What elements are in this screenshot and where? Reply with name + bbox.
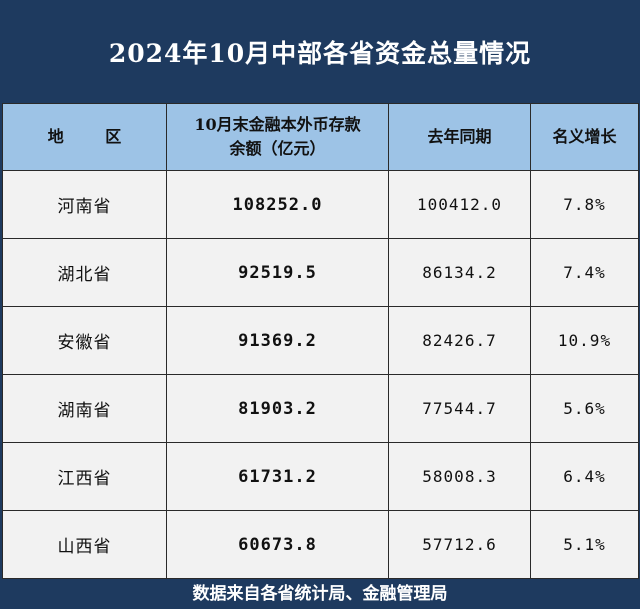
table-row: 山西省 60673.8 57712.6 5.1% bbox=[2, 510, 639, 579]
table-row: 江西省 61731.2 58008.3 6.4% bbox=[2, 442, 639, 511]
source-footer: 数据来自各省统计局、金融管理局 bbox=[192, 583, 448, 604]
cell-balance: 81903.2 bbox=[166, 374, 389, 443]
cell-region: 江西省 bbox=[2, 442, 167, 511]
table-header-row: 地 区 10月末金融本外币存款 余额（亿元） 去年同期 名义增长 bbox=[2, 103, 639, 171]
cell-balance: 60673.8 bbox=[166, 510, 389, 579]
cell-last-year: 58008.3 bbox=[388, 442, 531, 511]
cell-growth: 10.9% bbox=[530, 306, 639, 375]
table-row: 湖北省 92519.5 86134.2 7.4% bbox=[2, 238, 639, 307]
cell-region: 安徽省 bbox=[2, 306, 167, 375]
cell-balance: 91369.2 bbox=[166, 306, 389, 375]
cell-last-year: 82426.7 bbox=[388, 306, 531, 375]
header-balance-line1: 10月末金融本外币存款 bbox=[194, 115, 361, 134]
cell-balance: 61731.2 bbox=[166, 442, 389, 511]
deposit-table: 地 区 10月末金融本外币存款 余额（亿元） 去年同期 名义增长 河南省 108… bbox=[2, 103, 639, 579]
header-last-year: 去年同期 bbox=[388, 103, 531, 171]
table-row: 湖南省 81903.2 77544.7 5.6% bbox=[2, 374, 639, 443]
header-region: 地 区 bbox=[2, 103, 167, 171]
header-balance-line2: 余额（亿元） bbox=[229, 139, 326, 158]
cell-growth: 5.6% bbox=[530, 374, 639, 443]
cell-balance: 108252.0 bbox=[166, 170, 389, 239]
table-row: 安徽省 91369.2 82426.7 10.9% bbox=[2, 306, 639, 375]
cell-growth: 7.8% bbox=[530, 170, 639, 239]
cell-region: 河南省 bbox=[2, 170, 167, 239]
cell-last-year: 86134.2 bbox=[388, 238, 531, 307]
cell-last-year: 77544.7 bbox=[388, 374, 531, 443]
cell-region: 湖南省 bbox=[2, 374, 167, 443]
cell-growth: 6.4% bbox=[530, 442, 639, 511]
header-growth: 名义增长 bbox=[530, 103, 639, 171]
cell-growth: 5.1% bbox=[530, 510, 639, 579]
cell-region: 湖北省 bbox=[2, 238, 167, 307]
cell-last-year: 100412.0 bbox=[388, 170, 531, 239]
cell-balance: 92519.5 bbox=[166, 238, 389, 307]
header-balance: 10月末金融本外币存款 余额（亿元） bbox=[166, 103, 389, 171]
cell-growth: 7.4% bbox=[530, 238, 639, 307]
cell-last-year: 57712.6 bbox=[388, 510, 531, 579]
page-title: 2024年10月中部各省资金总量情况 bbox=[108, 38, 532, 68]
cell-region: 山西省 bbox=[2, 510, 167, 579]
table-row: 河南省 108252.0 100412.0 7.8% bbox=[2, 170, 639, 239]
